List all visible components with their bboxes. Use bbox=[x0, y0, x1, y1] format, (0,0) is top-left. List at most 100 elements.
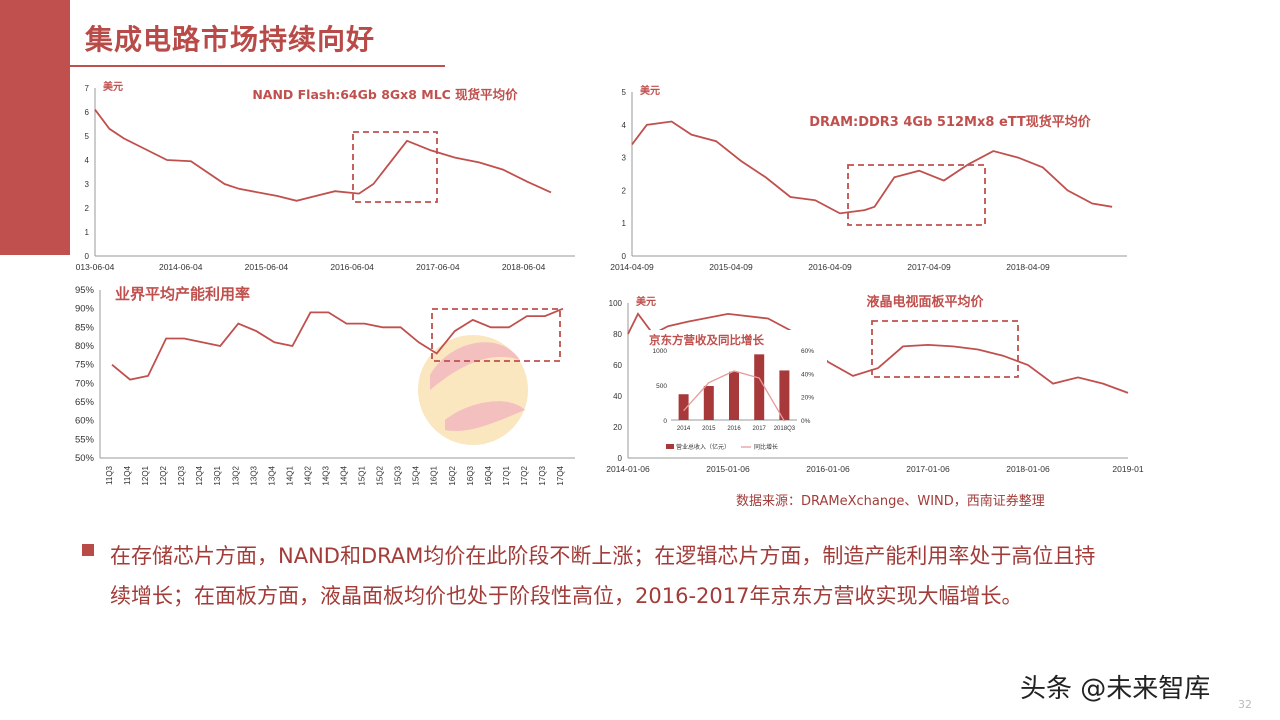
page-number: 32 bbox=[1238, 698, 1252, 711]
x-tick-label: 13Q4 bbox=[267, 465, 276, 485]
unit-label: 美元 bbox=[636, 295, 656, 308]
inset-y-left-tick: 1000 bbox=[653, 348, 668, 355]
y-tick-label: 95% bbox=[75, 285, 95, 296]
x-tick-label: 17Q2 bbox=[520, 465, 529, 485]
y-tick-label: 55% bbox=[75, 434, 95, 445]
footer-brand: 头条 @未来智库 bbox=[1020, 674, 1211, 704]
chart-title: NAND Flash:64Gb 8Gx8 MLC 现货平均价 bbox=[252, 87, 518, 102]
x-tick-label: 2016-06-04 bbox=[330, 262, 374, 272]
highlight-box bbox=[871, 320, 1019, 378]
x-tick-label: 2017-04-09 bbox=[907, 262, 951, 272]
x-tick-label: 12Q3 bbox=[177, 465, 186, 485]
x-tick-label: 2016-04-09 bbox=[808, 262, 852, 272]
series-line bbox=[631, 120, 1113, 215]
x-tick-label: 2016-01-06 bbox=[806, 464, 850, 474]
watermark-logo bbox=[418, 335, 528, 445]
inset-bar bbox=[729, 371, 739, 420]
y-tick-label: 4 bbox=[85, 156, 90, 165]
series-line bbox=[94, 109, 552, 202]
unit-label: 美元 bbox=[103, 80, 123, 93]
bullet-text: 在存储芯片方面，NAND和DRAM均价在此阶段不断上涨；在逻辑芯片方面，制造产能… bbox=[110, 544, 1096, 608]
x-tick-label: 14Q2 bbox=[303, 465, 312, 485]
y-tick-label: 2 bbox=[85, 204, 90, 213]
x-tick-label: 2018-06-04 bbox=[502, 262, 546, 272]
x-tick-label: 2014-04-09 bbox=[610, 262, 654, 272]
slide-title: 集成电路市场持续向好 bbox=[85, 23, 376, 56]
chart-boe-inset: 京东方营收及同比增长 0 500 1000 0% 20% 40% 60% 2014 2015 201… bbox=[646, 330, 827, 455]
y-tick-label: 0 bbox=[622, 252, 627, 261]
x-tick-label: 2017-01-06 bbox=[906, 464, 950, 474]
x-tick-label: 15Q4 bbox=[412, 465, 421, 485]
y-tick-label: 0 bbox=[85, 252, 90, 261]
x-tick-label: 12Q4 bbox=[195, 465, 204, 485]
inset-bar bbox=[754, 354, 765, 420]
y-tick-label: 85% bbox=[75, 322, 95, 333]
inset-legend-swatch-bar bbox=[666, 444, 674, 449]
x-tick-label: 13Q3 bbox=[249, 465, 258, 485]
x-tick-label: 2015-06-04 bbox=[245, 262, 289, 272]
y-tick-label: 70% bbox=[75, 378, 95, 389]
highlight-box bbox=[431, 308, 561, 362]
chart-utilization: 50% 55% 60% 65% 70% 75% 80% 85% 90% 95% 业界平均产能利用率 1… bbox=[75, 285, 575, 486]
chart-nand: 0 1 2 3 4 5 6 7 美元 NAND Flash:64Gb 8Gx8 MLC 现货平均价… bbox=[76, 80, 575, 272]
y-tick-label: 80 bbox=[613, 330, 622, 339]
title-bar: 集成电路市场持续向好 bbox=[0, 0, 445, 70]
x-tick-label: 12Q2 bbox=[159, 465, 168, 485]
chart-lcd: 0 20 40 60 80 100 美元 液晶电视面板平均价 2014-01-06 2015-01… bbox=[606, 294, 1144, 474]
y-tick-label: 100 bbox=[609, 299, 623, 308]
x-tick-label: 15Q2 bbox=[376, 465, 385, 485]
y-tick-label: 4 bbox=[622, 121, 627, 130]
x-tick-label: 16Q3 bbox=[466, 465, 475, 485]
x-tick-label: 11Q4 bbox=[123, 465, 132, 485]
inset-x-tick: 2016 bbox=[727, 426, 741, 432]
source-note: 数据来源：DRAMeXchange、WIND，西南证券整理 bbox=[736, 494, 1045, 509]
y-tick-label: 7 bbox=[85, 84, 90, 93]
inset-y-right-tick: 20% bbox=[801, 395, 814, 402]
y-tick-label: 1 bbox=[85, 228, 90, 237]
highlight-box bbox=[847, 164, 986, 226]
inset-y-right-tick: 0% bbox=[801, 418, 811, 425]
inset-growth-line bbox=[683, 370, 785, 422]
inset-bar bbox=[703, 385, 714, 420]
inset-y-right-tick: 60% bbox=[801, 348, 814, 355]
highlight-box bbox=[352, 131, 438, 203]
x-tick-label: 15Q1 bbox=[358, 465, 367, 485]
x-tick-label: 2018-04-09 bbox=[1006, 262, 1050, 272]
x-tick-label: 15Q3 bbox=[394, 465, 403, 485]
title-rule bbox=[70, 65, 445, 67]
x-tick-label: 17Q4 bbox=[556, 465, 565, 485]
x-tick-label: 17Q3 bbox=[538, 465, 547, 485]
series-line bbox=[111, 307, 564, 381]
unit-label: 美元 bbox=[640, 84, 660, 97]
x-tick-label: 14Q3 bbox=[321, 465, 330, 485]
chart-title: DRAM:DDR3 4Gb 512Mx8 eTT现货平均价 bbox=[809, 114, 1092, 130]
x-tick-label: 14Q1 bbox=[285, 465, 294, 485]
y-tick-label: 65% bbox=[75, 397, 95, 408]
x-tick-label: 16Q2 bbox=[448, 465, 457, 485]
y-tick-label: 5 bbox=[85, 132, 90, 141]
x-tick-label: 2018-01-06 bbox=[1006, 464, 1050, 474]
x-tick-label: 13Q2 bbox=[231, 465, 240, 485]
x-tick-label: 2015-04-09 bbox=[709, 262, 753, 272]
y-tick-label: 60 bbox=[613, 361, 622, 370]
chart-title: 业界平均产能利用率 bbox=[115, 285, 250, 303]
y-tick-label: 3 bbox=[85, 180, 90, 189]
chart-dram: 0 1 2 3 4 5 美元 DRAM:DDR3 4Gb 512Mx8 eTT现货平均价 201… bbox=[610, 84, 1127, 272]
inset-x-tick: 2014 bbox=[677, 426, 691, 432]
x-tick-label: 2014-01-06 bbox=[606, 464, 650, 474]
x-tick-label: 16Q4 bbox=[484, 465, 493, 485]
x-tick-label: 2019-01 bbox=[1112, 464, 1143, 474]
y-tick-label: 40 bbox=[613, 392, 622, 401]
x-tick-label: 12Q1 bbox=[141, 465, 150, 485]
y-tick-label: 75% bbox=[75, 360, 95, 371]
inset-y-left-tick: 0 bbox=[663, 418, 667, 425]
y-tick-label: 60% bbox=[75, 416, 95, 427]
title-band bbox=[0, 0, 70, 70]
y-tick-label: 6 bbox=[85, 108, 90, 117]
y-tick-label: 5 bbox=[622, 88, 627, 97]
y-tick-label: 50% bbox=[75, 453, 95, 464]
inset-bar bbox=[678, 394, 689, 420]
chart-title: 液晶电视面板平均价 bbox=[866, 294, 984, 310]
x-tick-label: 2014-06-04 bbox=[159, 262, 203, 272]
inset-y-right-tick: 40% bbox=[801, 371, 814, 378]
